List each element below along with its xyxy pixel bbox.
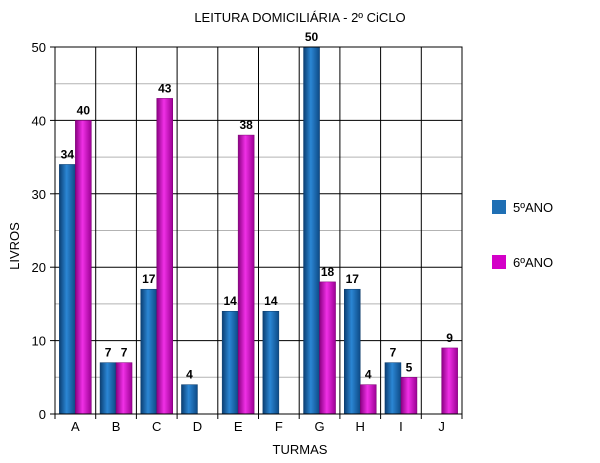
legend-swatch — [492, 200, 506, 214]
x-tick-label: I — [399, 419, 403, 434]
legend-swatch — [492, 255, 506, 269]
bar-series1-A — [59, 164, 76, 415]
x-tick-label: H — [356, 419, 365, 434]
x-tick-labels: A B C D E F G H I J — [71, 419, 445, 434]
data-label: 38 — [239, 118, 253, 132]
data-label: 4 — [365, 368, 372, 382]
y-tick-labels: 0 10 20 30 40 50 — [32, 40, 46, 422]
data-label: 34 — [61, 147, 75, 161]
data-label: 5 — [406, 360, 413, 374]
legend-label: 5ºANO — [513, 200, 553, 215]
y-tick-label: 10 — [32, 334, 46, 349]
y-tick-label: 50 — [32, 40, 46, 55]
data-label: 43 — [158, 81, 172, 95]
x-tick-label: D — [193, 419, 202, 434]
grid-lines — [55, 46, 462, 415]
bar-series2-C — [156, 98, 173, 415]
bar-series2-E — [237, 134, 255, 415]
bar-series2-B — [115, 362, 133, 415]
data-label: 7 — [105, 346, 112, 360]
bar-series2-G — [319, 281, 336, 415]
data-label: 9 — [446, 331, 453, 345]
bar-series1-G — [303, 46, 320, 415]
bar-series1-B — [99, 362, 117, 415]
y-tick-label: 0 — [39, 407, 46, 422]
data-label: 7 — [121, 346, 128, 360]
bar-series1-F — [262, 310, 280, 415]
legend: 5ºANO 6ºANO — [492, 200, 553, 270]
data-labels-group: 34 7 17 4 14 14 50 17 7 40 7 43 38 18 4 5 9 — [61, 30, 454, 382]
data-label: 40 — [77, 103, 91, 117]
bar-series2-A — [75, 120, 92, 415]
x-tick-label: B — [112, 419, 121, 434]
bar-series2-J — [441, 347, 458, 415]
x-tick-label: E — [234, 419, 243, 434]
data-label: 17 — [346, 272, 360, 286]
data-label: 7 — [390, 346, 397, 360]
bar-series1-I — [384, 362, 402, 415]
bar-series2-I — [400, 377, 418, 415]
x-axis-label: TURMAS — [273, 442, 328, 457]
data-label: 4 — [186, 368, 193, 382]
data-label: 14 — [223, 294, 237, 308]
chart-title: LEITURA DOMICILIÁRIA - 2º CiCLO — [194, 10, 405, 25]
bar-series2-H — [360, 384, 377, 415]
y-tick-label: 30 — [32, 187, 46, 202]
bar-series1-D — [181, 384, 198, 415]
legend-label: 6ºANO — [513, 255, 553, 270]
x-tick-label: C — [152, 419, 161, 434]
x-tick-label: F — [275, 419, 283, 434]
y-axis-label: LIVROS — [7, 222, 22, 270]
data-label: 14 — [264, 294, 278, 308]
bar-series1-H — [344, 288, 361, 415]
bar-series1-C — [140, 288, 157, 415]
data-label: 17 — [142, 272, 156, 286]
y-tick-label: 20 — [32, 260, 46, 275]
x-tick-label: J — [438, 419, 445, 434]
data-label: 18 — [321, 265, 335, 279]
y-tick-label: 40 — [32, 113, 46, 128]
x-tick-label: A — [71, 419, 80, 434]
axes-group — [50, 46, 463, 419]
data-label: 50 — [305, 30, 319, 44]
bar-series1-E — [221, 310, 239, 415]
x-tick-label: G — [314, 419, 324, 434]
